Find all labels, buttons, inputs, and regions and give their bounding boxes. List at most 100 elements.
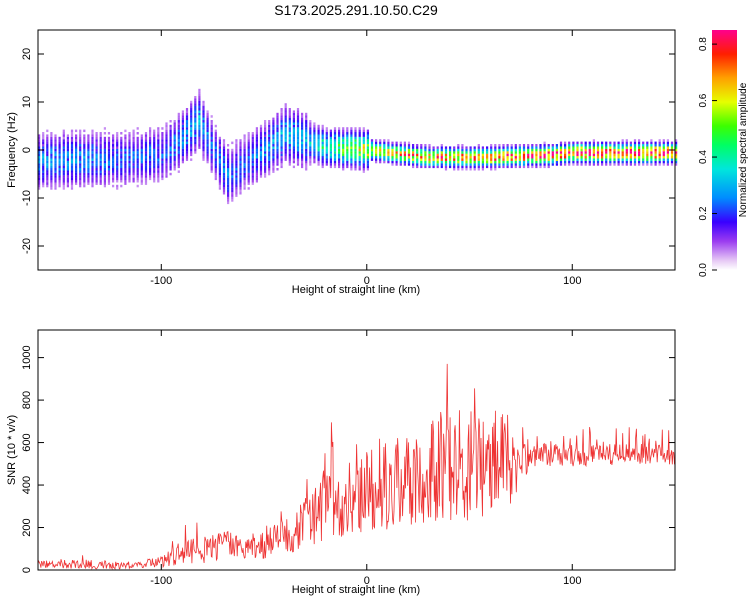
spectrogram-cell [99, 168, 102, 171]
spectrogram-cell [107, 180, 111, 183]
spectrogram-cell [527, 153, 530, 157]
spectrogram-cell [194, 144, 197, 147]
spectrogram-cell [66, 153, 69, 157]
spectrogram-cells [38, 88, 678, 205]
spectrogram-cell [206, 110, 209, 113]
spectrogram-cell [473, 156, 476, 159]
spectrogram-cell [132, 168, 135, 171]
spectrogram-cell [633, 146, 637, 149]
spectrogram-cell [194, 146, 197, 149]
spectrogram-cell [103, 160, 106, 164]
spectrogram-cell [165, 156, 168, 159]
spectrogram-cell [239, 156, 242, 159]
spectrogram-cell [42, 175, 45, 178]
spectrogram-cell [313, 134, 316, 137]
spectrogram-cell [449, 156, 452, 159]
spectrogram-cell [103, 151, 106, 154]
spectrogram-cell [280, 124, 283, 128]
spectrogram-cell [132, 153, 135, 157]
spectrogram-cell [638, 153, 641, 157]
spectrogram-cell [387, 151, 390, 154]
spectrogram-cell [132, 129, 135, 133]
spectrogram-cell [342, 158, 345, 161]
spectrogram-cell [95, 182, 98, 185]
spectrogram-cell [112, 146, 115, 149]
spectrogram-cell [144, 177, 148, 181]
spectrogram-cell [317, 146, 320, 149]
spectrogram-cell [140, 141, 143, 145]
spectrogram-cell [116, 153, 119, 157]
spectrogram-cell [568, 160, 571, 164]
spectrogram-cell [255, 156, 258, 159]
spectrogram-cell [325, 136, 328, 140]
spectrogram-cell [317, 156, 320, 159]
spectrogram-cell [358, 151, 361, 154]
spectrogram-cell [42, 165, 45, 169]
spectrogram-cell [70, 170, 74, 173]
spectrogram-cell [486, 158, 489, 161]
spectrogram-cell [54, 158, 57, 161]
spectrogram-cell [136, 172, 139, 176]
spectrogram-cell [284, 132, 287, 135]
spectrogram-cell [128, 170, 131, 173]
spectrogram-cell [169, 132, 172, 135]
spectrogram-cell [268, 148, 271, 152]
spectrogram-cell [218, 187, 221, 190]
spectrogram-cell [605, 151, 608, 154]
spectrogram-cell [181, 129, 184, 133]
spectrogram-cell [621, 144, 624, 147]
spectrogram-cell [555, 158, 558, 161]
spectrogram-cell [185, 110, 189, 113]
spectrogram-cell [428, 144, 431, 147]
spectrogram-cell [329, 134, 332, 137]
spectrogram-cell [99, 139, 102, 142]
spectrogram-cell [658, 163, 661, 166]
x-tick-label: 100 [563, 275, 581, 287]
spectrogram-cell [181, 124, 184, 128]
spectrogram-cell [259, 129, 263, 133]
spectrogram-cell [358, 165, 361, 169]
spectrogram-cell [280, 112, 283, 116]
spectrogram-cell [165, 129, 168, 133]
spectrogram-cell [91, 165, 94, 169]
spectrogram-cell [190, 136, 193, 140]
spectrogram-cell [103, 146, 106, 149]
spectrogram-cell [103, 132, 106, 135]
spectrogram-cell [675, 148, 678, 152]
spectrogram-cell [83, 156, 86, 159]
spectrogram-cell [580, 144, 583, 147]
spectrogram-cell [95, 151, 98, 154]
spectrogram-cell [370, 158, 374, 161]
spectrogram-cell [42, 172, 45, 176]
spectrogram-cell [309, 124, 312, 128]
spectrogram-cell [420, 163, 423, 166]
spectrogram-cell [144, 180, 148, 183]
spectrogram-cell [144, 160, 148, 164]
spectrogram-cell [321, 156, 324, 159]
spectrogram-cell [670, 144, 674, 147]
spectrogram-cell [547, 146, 550, 149]
spectrogram-cell [617, 146, 620, 149]
spectrogram-cell [140, 148, 143, 152]
spectrogram-cell [494, 163, 497, 166]
spectrogram-cell [247, 180, 250, 183]
spectrogram-cell [428, 160, 431, 164]
spectrogram-cell [444, 151, 448, 154]
spectrogram-cell [112, 141, 115, 145]
spectrogram-cell [79, 177, 82, 181]
spectrogram-cell [276, 136, 279, 140]
spectrogram-cell [202, 144, 205, 147]
spectrogram-cell [601, 158, 604, 161]
spectrogram-cell [407, 146, 411, 149]
spectrogram-cell [395, 158, 398, 161]
spectrogram-cell [333, 134, 337, 137]
spectrogram-cell [284, 124, 287, 128]
spectrogram-cell [301, 153, 304, 157]
spectrogram-cell [227, 165, 230, 169]
spectrogram-cell [288, 144, 291, 147]
spectrogram-cell [218, 182, 221, 185]
spectrogram-cell [116, 184, 119, 188]
spectrogram-cell [375, 151, 378, 154]
spectrogram-cell [638, 141, 641, 145]
spectrogram-cell [58, 165, 61, 169]
